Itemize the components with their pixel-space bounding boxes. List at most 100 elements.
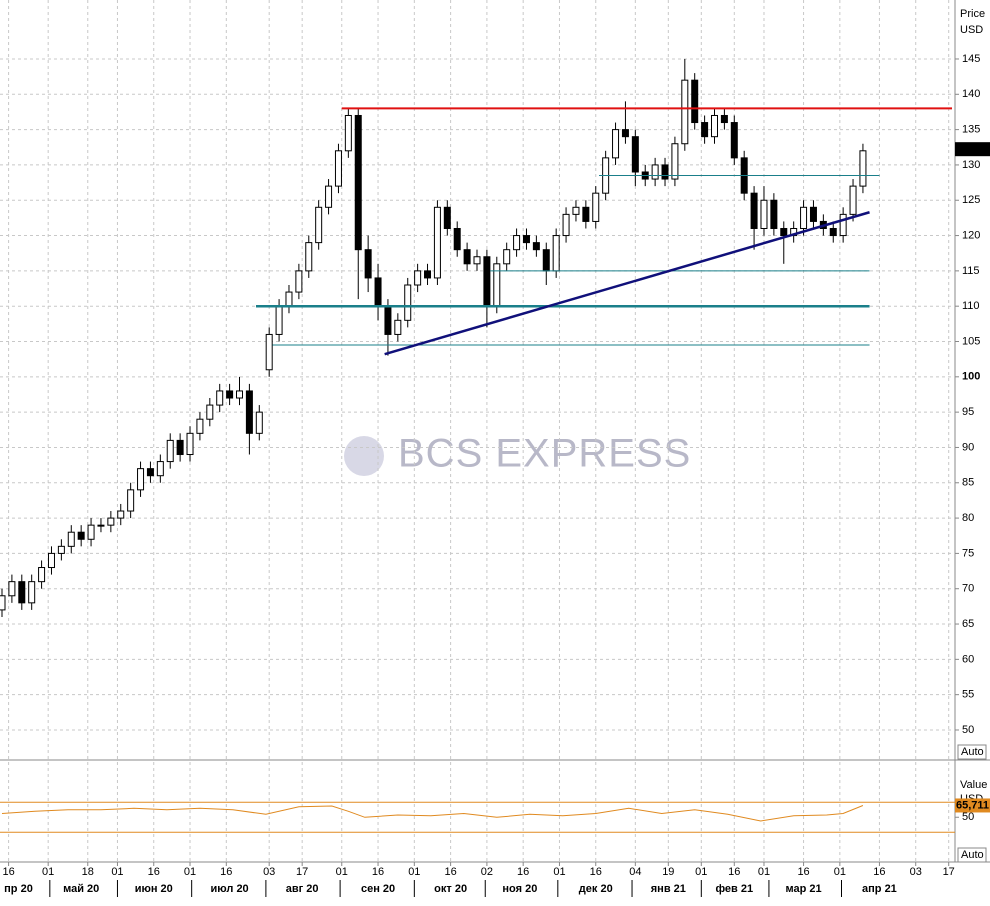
candle-body: [592, 192, 600, 222]
x-tick-label: 19: [662, 866, 674, 878]
candle-body: [849, 185, 857, 215]
candle-body: [513, 235, 521, 251]
candle-body: [38, 567, 46, 583]
y-tick-label: 115: [962, 265, 980, 277]
candle-body: [681, 79, 689, 145]
candle-body: [107, 517, 115, 526]
month-label: янв 21: [651, 883, 686, 895]
candle-body: [691, 79, 699, 124]
watermark: BCS EXPRESS: [398, 432, 691, 476]
x-tick-label: 01: [42, 866, 54, 878]
y-tick-label: 145: [962, 53, 980, 65]
y-tick-label: 110: [962, 300, 980, 312]
candle-body: [532, 242, 540, 251]
candle-body: [809, 206, 817, 222]
y-tick-label: 50: [962, 724, 974, 736]
month-label: мар 21: [786, 883, 822, 895]
candle-body: [572, 206, 580, 215]
x-tick-label: 01: [834, 866, 846, 878]
y-tick-label: 105: [962, 335, 980, 347]
y-tick-label: 70: [962, 583, 974, 595]
candle-body: [325, 185, 333, 208]
osc-value-box: [955, 798, 990, 813]
candle-body: [661, 164, 669, 180]
x-tick-label: 16: [590, 866, 602, 878]
candle-body: [236, 390, 243, 399]
candle-body: [760, 199, 768, 229]
last-price-label: 132,229: [956, 143, 990, 155]
x-tick-label: 16: [2, 866, 14, 878]
candle-body: [364, 249, 372, 279]
month-label: окт 20: [434, 883, 467, 895]
candle-body: [859, 150, 867, 187]
x-tick-label: 01: [758, 866, 770, 878]
candle-body: [156, 461, 164, 477]
osc-tick-label: 50: [962, 811, 974, 823]
candle-body: [552, 235, 560, 272]
candle-body: [621, 129, 629, 138]
y-tick-label: 120: [962, 229, 980, 241]
x-tick-label: 16: [517, 866, 529, 878]
month-label: пр 20: [4, 883, 33, 895]
candle-body: [800, 206, 808, 229]
candle-body: [671, 143, 679, 180]
x-tick-label: 01: [695, 866, 707, 878]
osc-value-label: 65,711: [956, 799, 989, 811]
candle-body: [77, 531, 85, 540]
candle-body: [87, 524, 95, 540]
candle-body: [582, 206, 590, 222]
auto-label: Auto: [961, 746, 984, 758]
last-price-box: [955, 142, 990, 157]
y-tick-label: 130: [962, 159, 980, 171]
candle-body: [829, 227, 837, 237]
candle-body: [483, 256, 491, 307]
candle-body: [265, 333, 273, 371]
candle-body: [424, 270, 432, 279]
candle-body: [0, 595, 6, 611]
auto-button-osc[interactable]: [957, 847, 987, 863]
y-tick-label: 55: [962, 689, 974, 701]
price-header: Price: [960, 8, 985, 20]
y-tick-label: 80: [962, 512, 974, 524]
x-tick-label: 16: [444, 866, 456, 878]
candle-body: [255, 411, 263, 434]
candle-body: [176, 439, 184, 456]
candle-body: [493, 263, 501, 307]
candle-body: [97, 524, 105, 527]
candle-body: [503, 249, 511, 265]
candle-body: [166, 439, 174, 463]
candle-body: [295, 270, 303, 293]
x-tick-label: 17: [296, 866, 308, 878]
candle-body: [711, 114, 718, 138]
candle-body: [186, 432, 194, 456]
month-label: фев 21: [715, 883, 753, 895]
candle-body: [730, 122, 738, 159]
candle-body: [305, 242, 313, 272]
x-tick-label: 01: [336, 866, 348, 878]
month-label: дек 20: [579, 883, 613, 895]
candle-body: [384, 305, 392, 335]
candle-body: [127, 489, 135, 512]
candle-body: [226, 390, 234, 399]
candle-body: [354, 114, 362, 251]
y-tick-label: 90: [962, 441, 974, 453]
candle-body: [334, 150, 342, 187]
month-label: июн 20: [135, 883, 173, 895]
candle-body: [137, 468, 145, 491]
candle-body: [394, 319, 402, 335]
y-tick-label: 135: [962, 124, 980, 136]
candle-body: [473, 256, 481, 265]
candle-body: [117, 510, 125, 519]
candle-body: [196, 418, 204, 434]
candle-body: [146, 468, 154, 477]
candle-body: [47, 552, 55, 569]
candle-body: [542, 249, 550, 272]
x-tick-label: 01: [184, 866, 196, 878]
candle-body: [275, 305, 283, 335]
x-tick-label: 16: [148, 866, 160, 878]
y-tick-label: 75: [962, 547, 974, 559]
auto-button[interactable]: [957, 744, 987, 760]
x-tick-label: 02: [481, 866, 493, 878]
